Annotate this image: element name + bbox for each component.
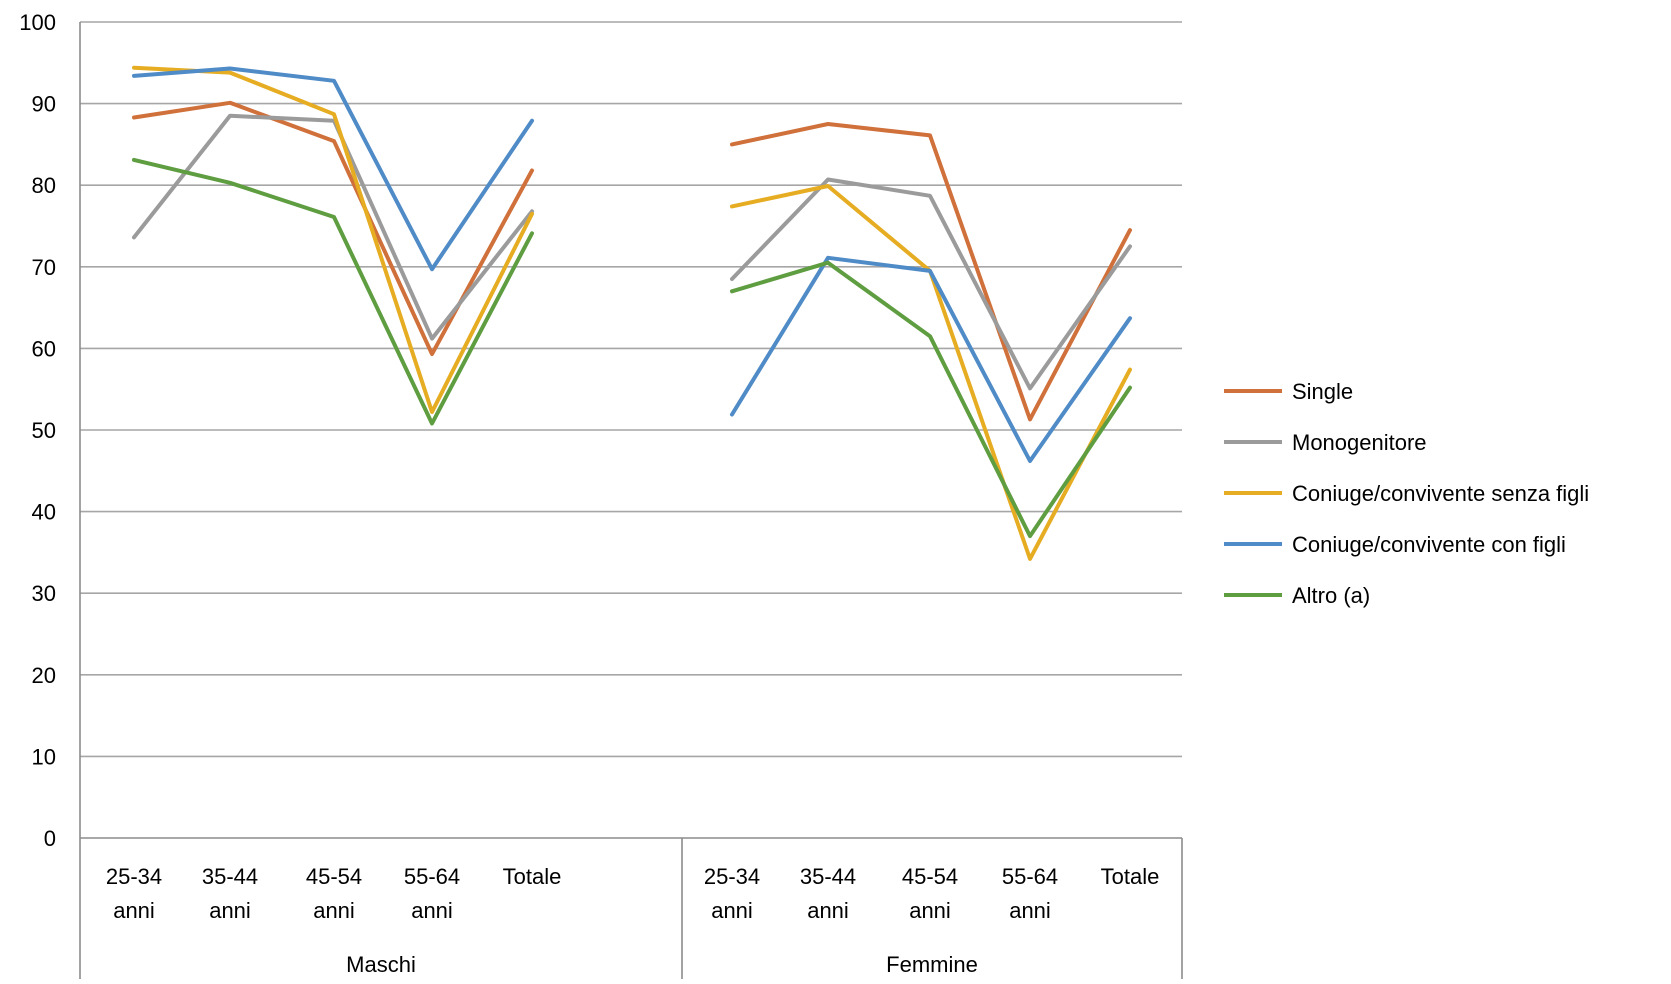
x-tick-label: 45-54 — [306, 864, 362, 889]
legend: Single Monogenitore Coniuge/convivente sen… — [1224, 379, 1589, 608]
y-tick-label: 70 — [32, 255, 56, 280]
x-tick-label: anni — [909, 898, 951, 923]
legend-label-monogenitore: Monogenitore — [1292, 430, 1427, 455]
legend-label-single: Single — [1292, 379, 1353, 404]
x-tick-label: 45-54 — [902, 864, 958, 889]
y-tick-label: 100 — [19, 10, 56, 35]
series-line-altro-a-femmine — [730, 260, 1132, 539]
series-line-single-femmine — [730, 122, 1132, 422]
x-tick-label: 55-64 — [404, 864, 460, 889]
y-tick-label: 0 — [44, 826, 56, 851]
series-line-monogenitore-femmine — [730, 177, 1132, 391]
series-line-altro-a-maschi — [132, 157, 534, 426]
x-tick-label: 25-34 — [106, 864, 162, 889]
y-tick-label: 50 — [32, 418, 56, 443]
series-line-coniuge-convivente-con-figli-femmine — [730, 255, 1132, 463]
y-tick-label: 90 — [32, 92, 56, 117]
x-tick-label: anni — [209, 898, 251, 923]
series-lines — [132, 65, 1132, 561]
x-tick-label: 35-44 — [800, 864, 856, 889]
x-tick-label: Totale — [503, 864, 562, 889]
y-tick-label: 80 — [32, 173, 56, 198]
x-tick-label: anni — [1009, 898, 1051, 923]
x-tick-label: 25-34 — [704, 864, 760, 889]
x-tick-label: 55-64 — [1002, 864, 1058, 889]
y-tick-label: 60 — [32, 336, 56, 361]
y-tick-label: 40 — [32, 500, 56, 525]
x-tick-label: anni — [711, 898, 753, 923]
legend-label-coniuge-convivente-senza-figli: Coniuge/convivente senza figli — [1292, 481, 1589, 506]
x-tick-label: 35-44 — [202, 864, 258, 889]
y-tick-label: 10 — [32, 744, 56, 769]
x-tick-label: anni — [313, 898, 355, 923]
group-label-femmine: Femmine — [886, 952, 978, 977]
x-tick-label: anni — [411, 898, 453, 923]
x-tick-label: anni — [113, 898, 155, 923]
x-tick-label: Totale — [1101, 864, 1160, 889]
y-tick-label: 30 — [32, 581, 56, 606]
group-label-maschi: Maschi — [346, 952, 416, 977]
series-line-coniuge-convivente-senza-figli-femmine — [730, 184, 1132, 561]
series-line-monogenitore-maschi — [132, 113, 534, 341]
legend-label-altro-a: Altro (a) — [1292, 583, 1370, 608]
x-tick-label: anni — [807, 898, 849, 923]
legend-label-coniuge-convivente-con-figli: Coniuge/convivente con figli — [1292, 532, 1566, 557]
series-line-single-maschi — [132, 100, 534, 357]
y-tick-label: 20 — [32, 663, 56, 688]
axes: 0 10 20 30 40 50 60 70 80 90 100 25-34 anni 35-44 anni… — [19, 10, 1183, 979]
grid — [80, 21, 1182, 758]
series-line-coniuge-convivente-con-figli-maschi — [132, 66, 534, 272]
